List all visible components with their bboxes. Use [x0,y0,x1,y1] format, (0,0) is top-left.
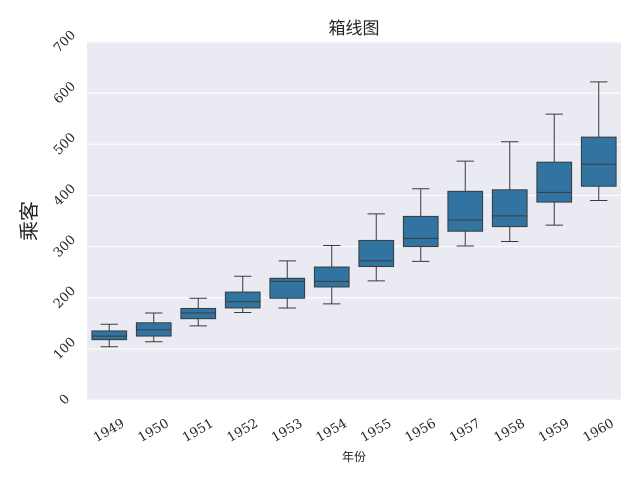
y-tick-labels: 0 100 200 300 400 500 600 700 [51,28,79,408]
x-tick-label: 1957 [447,416,483,446]
box-1956 [402,188,439,262]
chart-title: 箱线图 [329,19,380,39]
box-1954 [313,245,350,305]
box-1951 [180,297,217,327]
box-1960 [580,81,617,202]
box-1958 [491,141,528,242]
box-1955 [358,213,395,282]
x-tick-label: 1953 [269,416,305,446]
y-tick-label: 600 [51,79,79,107]
y-tick-label: 300 [51,232,79,260]
box-1949 [91,323,128,348]
box-iqr [580,136,617,187]
x-tick-label: 1949 [91,416,127,446]
x-tick-label: 1959 [536,416,572,446]
grid-lines [87,41,621,401]
box-iqr [447,190,484,232]
box-iqr [402,215,439,248]
box-iqr [224,291,261,309]
y-tick-label: 200 [51,284,79,312]
x-tick-label: 1958 [492,416,528,446]
box-1953 [269,260,306,309]
box-iqr [91,330,128,341]
box-iqr [180,307,217,320]
x-tick-label: 1952 [225,416,261,446]
box-iqr [269,277,306,299]
boxes-group [91,81,617,348]
box-1959 [536,113,573,226]
box-iqr [313,266,350,288]
y-tick-label: 100 [51,335,79,363]
y-axis-label: 乘客 [17,201,41,241]
box-iqr [358,239,395,268]
plot-area [87,42,621,400]
box-1952 [224,275,261,314]
x-tick-label: 1956 [403,416,439,446]
box-iqr [491,189,528,228]
box-1957 [447,160,484,247]
x-tick-label: 1954 [314,416,350,446]
y-tick-label: 700 [51,28,79,56]
x-axis-label: 年份 [342,450,366,464]
x-tick-label: 1955 [358,416,394,446]
x-tick-label: 1950 [136,416,172,446]
y-tick-label: 400 [51,181,79,209]
box-iqr [135,322,172,337]
x-tick-label: 1951 [180,416,216,446]
x-tick-label: 1960 [581,416,617,446]
box-iqr [536,161,573,203]
box-1950 [135,312,172,343]
y-tick-label: 500 [51,130,79,158]
y-tick-label: 0 [57,392,73,408]
x-tick-labels: 1949 1950 1951 1952 1953 1954 1955 1956 1957 1958… [91,416,617,446]
